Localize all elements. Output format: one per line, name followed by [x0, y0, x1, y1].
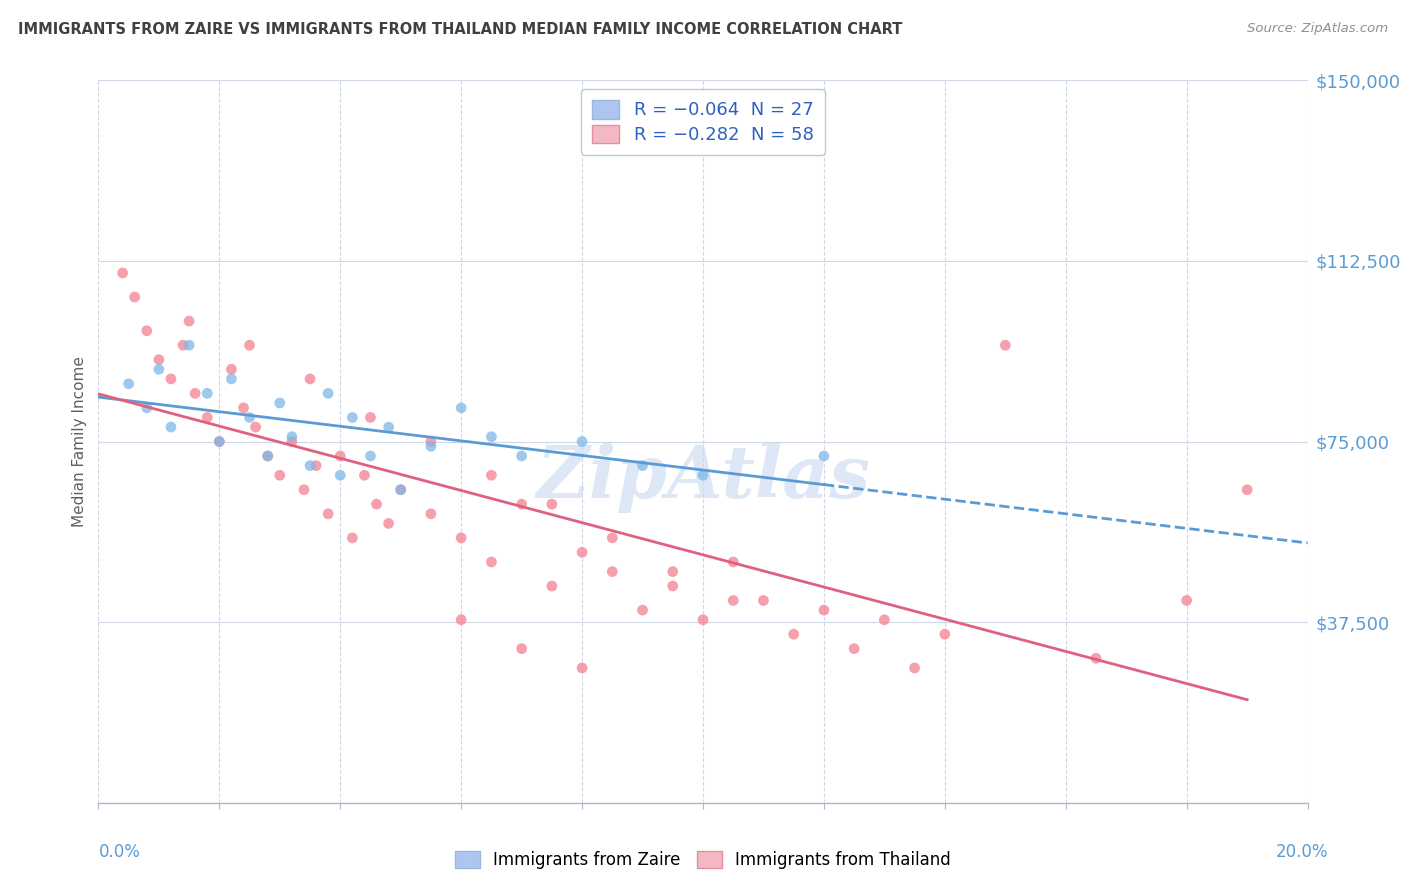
Point — [450, 613, 472, 627]
Point — [195, 386, 218, 401]
Point — [256, 449, 278, 463]
Point — [281, 430, 304, 444]
Point — [783, 627, 806, 641]
Point — [329, 449, 352, 463]
Point — [366, 497, 388, 511]
Point — [813, 603, 835, 617]
Point — [135, 401, 157, 415]
Point — [245, 420, 267, 434]
Point — [1175, 593, 1198, 607]
Point — [752, 593, 775, 607]
Point — [269, 396, 291, 410]
Point — [1236, 483, 1258, 497]
Point — [450, 531, 472, 545]
Point — [353, 468, 375, 483]
Point — [208, 434, 231, 449]
Text: ZipAtlas: ZipAtlas — [536, 442, 870, 513]
Point — [124, 290, 146, 304]
Point — [305, 458, 328, 473]
Point — [221, 372, 243, 386]
Text: Source: ZipAtlas.com: Source: ZipAtlas.com — [1247, 22, 1388, 36]
Point — [904, 661, 927, 675]
Point — [172, 338, 194, 352]
Point — [148, 352, 170, 367]
Point — [135, 324, 157, 338]
Point — [692, 613, 714, 627]
Point — [184, 386, 207, 401]
Point — [420, 439, 443, 453]
Point — [292, 483, 315, 497]
Point — [510, 497, 533, 511]
Point — [631, 603, 654, 617]
Point — [118, 376, 141, 391]
Point — [360, 410, 382, 425]
Point — [450, 401, 472, 415]
Y-axis label: Median Family Income: Median Family Income — [72, 356, 87, 527]
Point — [813, 449, 835, 463]
Point — [281, 434, 304, 449]
Point — [360, 449, 382, 463]
Point — [179, 314, 201, 328]
Point — [269, 468, 291, 483]
Point — [111, 266, 134, 280]
Point — [540, 497, 562, 511]
Point — [256, 449, 278, 463]
Point — [299, 458, 322, 473]
Point — [934, 627, 956, 641]
Point — [540, 579, 562, 593]
Point — [389, 483, 412, 497]
Point — [148, 362, 170, 376]
Point — [160, 420, 183, 434]
Point — [195, 410, 218, 425]
Point — [994, 338, 1017, 352]
Point — [160, 372, 183, 386]
Point — [389, 483, 412, 497]
Point — [179, 338, 201, 352]
Point — [692, 468, 714, 483]
Point — [481, 555, 503, 569]
Point — [377, 516, 399, 531]
Point — [316, 507, 339, 521]
Point — [481, 430, 503, 444]
Legend: R = −0.064  N = 27, R = −0.282  N = 58: R = −0.064 N = 27, R = −0.282 N = 58 — [582, 89, 824, 155]
Point — [329, 468, 352, 483]
Text: 0.0%: 0.0% — [98, 843, 141, 861]
Point — [723, 593, 745, 607]
Point — [873, 613, 896, 627]
Point — [342, 410, 364, 425]
Point — [571, 661, 593, 675]
Point — [420, 434, 443, 449]
Point — [232, 401, 254, 415]
Point — [221, 362, 243, 376]
Point — [571, 545, 593, 559]
Point — [481, 468, 503, 483]
Point — [299, 372, 322, 386]
Point — [1085, 651, 1108, 665]
Point — [510, 641, 533, 656]
Legend: Immigrants from Zaire, Immigrants from Thailand: Immigrants from Zaire, Immigrants from T… — [444, 841, 962, 880]
Point — [316, 386, 339, 401]
Text: 20.0%: 20.0% — [1277, 843, 1329, 861]
Point — [342, 531, 364, 545]
Point — [602, 565, 624, 579]
Point — [661, 579, 683, 593]
Point — [510, 449, 533, 463]
Point — [208, 434, 231, 449]
Point — [420, 507, 443, 521]
Point — [844, 641, 866, 656]
Text: IMMIGRANTS FROM ZAIRE VS IMMIGRANTS FROM THAILAND MEDIAN FAMILY INCOME CORRELATI: IMMIGRANTS FROM ZAIRE VS IMMIGRANTS FROM… — [18, 22, 903, 37]
Point — [571, 434, 593, 449]
Point — [631, 458, 654, 473]
Point — [602, 531, 624, 545]
Point — [723, 555, 745, 569]
Point — [661, 565, 683, 579]
Point — [239, 338, 262, 352]
Point — [239, 410, 262, 425]
Point — [377, 420, 399, 434]
